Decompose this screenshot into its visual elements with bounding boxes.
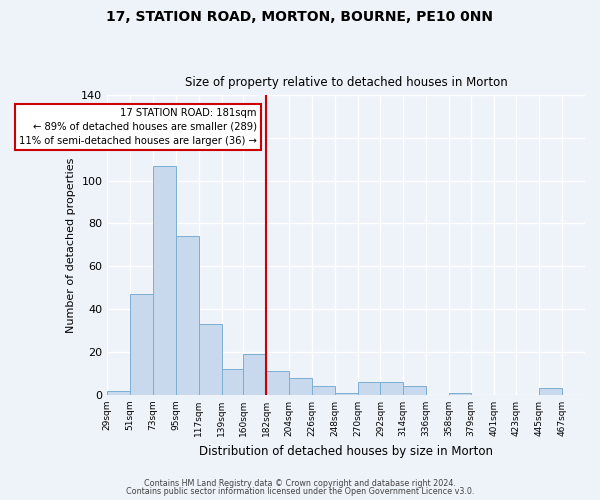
Bar — [335, 393, 358, 395]
Text: 17, STATION ROAD, MORTON, BOURNE, PE10 0NN: 17, STATION ROAD, MORTON, BOURNE, PE10 0… — [107, 10, 493, 24]
Title: Size of property relative to detached houses in Morton: Size of property relative to detached ho… — [185, 76, 508, 90]
Bar — [130, 294, 153, 395]
Bar — [199, 324, 221, 395]
X-axis label: Distribution of detached houses by size in Morton: Distribution of detached houses by size … — [199, 444, 493, 458]
Bar — [266, 372, 289, 395]
Bar — [358, 382, 380, 395]
Bar — [380, 382, 403, 395]
Bar — [221, 369, 244, 395]
Bar — [244, 354, 266, 395]
Text: Contains HM Land Registry data © Crown copyright and database right 2024.: Contains HM Land Registry data © Crown c… — [144, 478, 456, 488]
Bar — [539, 388, 562, 395]
Bar — [107, 390, 130, 395]
Bar — [403, 386, 426, 395]
Bar — [449, 393, 471, 395]
Y-axis label: Number of detached properties: Number of detached properties — [66, 157, 76, 332]
Bar — [176, 236, 199, 395]
Bar — [153, 166, 176, 395]
Text: 17 STATION ROAD: 181sqm
← 89% of detached houses are smaller (289)
11% of semi-d: 17 STATION ROAD: 181sqm ← 89% of detache… — [19, 108, 257, 146]
Text: Contains public sector information licensed under the Open Government Licence v3: Contains public sector information licen… — [126, 487, 474, 496]
Bar — [312, 386, 335, 395]
Bar — [289, 378, 312, 395]
